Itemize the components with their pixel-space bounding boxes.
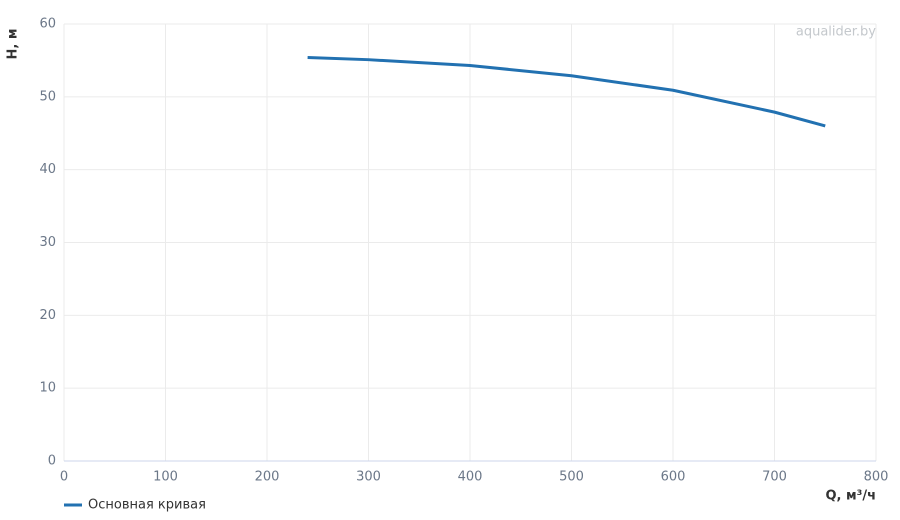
y-tick-label: 0: [48, 454, 56, 469]
x-tick-label: 200: [255, 470, 280, 485]
x-tick-label: 300: [356, 470, 381, 485]
legend-label: Основная кривая: [88, 498, 206, 513]
y-axis-title: H, м: [6, 29, 21, 60]
x-tick-label: 0: [60, 470, 68, 485]
data-line: [307, 56, 826, 128]
y-tick-label: 50: [39, 89, 56, 104]
y-tick-label: 10: [39, 381, 56, 396]
x-axis-title: Q, м³/ч: [825, 489, 876, 504]
y-tick-label: 30: [39, 235, 56, 250]
x-tick-label: 800: [864, 470, 889, 485]
watermark: aqualider.by: [796, 25, 876, 40]
x-tick-label: 400: [458, 470, 483, 485]
y-tick-label: 20: [39, 308, 56, 323]
y-tick-label: 60: [39, 17, 56, 32]
x-tick-label: 500: [559, 470, 584, 485]
x-tick-label: 700: [762, 470, 787, 485]
y-tick-label: 40: [39, 162, 56, 177]
x-tick-label: 600: [661, 470, 686, 485]
x-tick-label: 100: [153, 470, 178, 485]
